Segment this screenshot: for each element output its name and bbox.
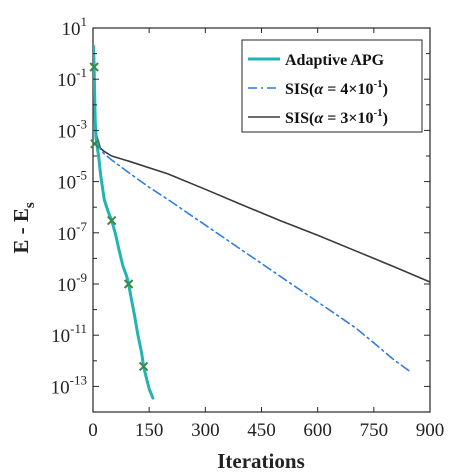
y-tick-exponent: -11 xyxy=(70,321,87,336)
x-tick-label: 600 xyxy=(303,420,332,441)
legend-entry-label: SIS(α = 3×10-1) xyxy=(285,107,388,127)
y-axis-title-main: E - E xyxy=(9,208,33,254)
data-point-marker xyxy=(138,361,149,372)
y-tick-label: 101 xyxy=(62,14,88,40)
legend-entry-label: SIS(α = 4×10-1) xyxy=(285,78,388,98)
x-tick-label: 450 xyxy=(247,420,276,441)
x-tick-label: 750 xyxy=(360,420,389,441)
y-tick-label: 10-1 xyxy=(57,65,87,91)
y-tick-exponent: -9 xyxy=(76,270,87,285)
x-axis-title: Iterations xyxy=(217,449,305,473)
x-tick-label: 150 xyxy=(135,420,164,441)
data-point-marker xyxy=(107,215,117,226)
y-tick-label: 10-9 xyxy=(57,270,87,296)
y-tick-label: 10-3 xyxy=(57,116,87,142)
y-tick-base: 10 xyxy=(57,275,76,296)
y-tick-exponent: -5 xyxy=(76,168,87,183)
y-tick-base: 10 xyxy=(51,377,70,398)
y-tick-exponent: -1 xyxy=(76,65,87,80)
y-tick-base: 10 xyxy=(57,70,76,91)
y-tick-label: 10-5 xyxy=(57,168,87,194)
x-tick-label: 900 xyxy=(416,420,445,441)
y-tick-label: 10-7 xyxy=(57,219,87,245)
x-axis-ticks: 0 150 300 450 600 750 900 xyxy=(88,28,444,441)
series-lines xyxy=(93,44,430,400)
y-tick-base: 10 xyxy=(57,121,76,142)
y-tick-exponent: -3 xyxy=(76,116,87,131)
y-tick-base: 10 xyxy=(62,19,81,40)
y-tick-exponent: -7 xyxy=(76,219,87,234)
data-point-marker xyxy=(123,279,134,289)
y-tick-base: 10 xyxy=(51,326,70,347)
data-point-marker xyxy=(89,62,99,72)
y-tick-label: 10-11 xyxy=(51,321,87,347)
y-axis-title-subscript: s xyxy=(22,202,38,208)
y-tick-exponent: 1 xyxy=(81,14,88,29)
y-tick-base: 10 xyxy=(57,173,76,194)
y-axis-title: E - Es xyxy=(9,202,38,254)
legend-entry-label: Adaptive APG xyxy=(285,52,385,69)
series-line-adaptive-apg xyxy=(93,44,155,400)
adaptive-apg-markers xyxy=(89,62,149,372)
y-tick-label: 10-13 xyxy=(51,372,87,398)
legend: Adaptive APG SIS(α = 4×10-1) SIS(α = 3×10-… xyxy=(241,39,423,133)
y-tick-exponent: -13 xyxy=(70,372,87,387)
x-tick-label: 0 xyxy=(88,420,98,441)
y-tick-base: 10 xyxy=(57,224,76,245)
data-point-marker xyxy=(90,139,100,149)
x-tick-label: 300 xyxy=(191,420,220,441)
